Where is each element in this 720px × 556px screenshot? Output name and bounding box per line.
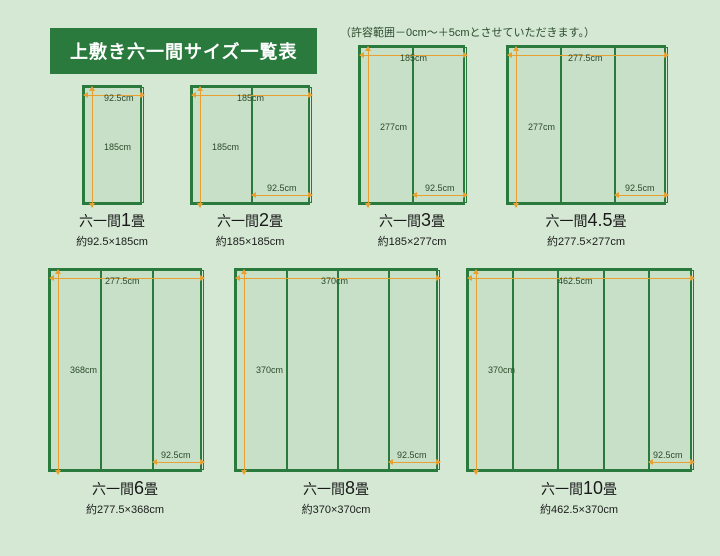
dimension-arrow: 277cm (516, 47, 517, 207)
mat-panel (413, 47, 467, 203)
dimension-arrow: 185cm (92, 87, 93, 207)
dimension-label: 92.5cm (625, 183, 655, 193)
dimension-arrow: 92.5cm (413, 195, 467, 196)
mat-caption-m8: 六一間8畳約370×370cm (234, 478, 438, 517)
dimension-label: 92.5cm (161, 450, 191, 460)
dimension-label: 370cm (321, 276, 348, 286)
dimension-arrow: 368cm (58, 270, 59, 474)
mat-size: 約185×277cm (350, 233, 474, 249)
dimension-arrow: 370cm (244, 270, 245, 474)
dimension-arrow: 92.5cm (649, 462, 694, 463)
mat-m10: 462.5cm370cm92.5cm (466, 268, 692, 472)
mat-panel (558, 270, 604, 470)
mat-panel (513, 270, 558, 470)
mat-caption-m10: 六一間10畳約462.5×370cm (466, 478, 692, 517)
dimension-label: 370cm (256, 365, 283, 375)
mat-size: 約92.5×185cm (62, 233, 162, 249)
mat-m6: 277.5cm368cm92.5cm (48, 268, 202, 472)
dimension-label: 277.5cm (105, 276, 140, 286)
dimension-arrow: 185cm (192, 95, 312, 96)
dimension-arrow: 92.5cm (84, 95, 144, 96)
dimension-label: 277.5cm (568, 53, 603, 63)
mat-name: 六一間1畳 (62, 210, 162, 231)
dimension-label: 92.5cm (267, 183, 297, 193)
mat-panel (101, 270, 153, 470)
mat-panel (604, 270, 649, 470)
mat-name: 六一間8畳 (234, 478, 438, 499)
mat-panel (153, 270, 204, 470)
dimension-arrow: 277.5cm (50, 278, 204, 279)
mat-panel (287, 270, 338, 470)
dimension-arrow: 370cm (236, 278, 440, 279)
mat-name: 六一間2畳 (190, 210, 310, 231)
dimension-arrow: 462.5cm (468, 278, 694, 279)
dimension-label: 92.5cm (653, 450, 683, 460)
dimension-label: 277cm (380, 122, 407, 132)
mat-panel (561, 47, 615, 203)
mat-panel (615, 47, 668, 203)
mat-size: 約277.5×277cm (506, 233, 666, 249)
dimension-label: 185cm (212, 142, 239, 152)
dimension-arrow: 92.5cm (153, 462, 204, 463)
dimension-arrow: 92.5cm (615, 195, 668, 196)
mat-name: 六一間6畳 (48, 478, 202, 499)
mat-panel (338, 270, 389, 470)
mat-panel (389, 270, 440, 470)
dimension-arrow: 185cm (360, 55, 467, 56)
mat-name: 六一間4.5畳 (506, 210, 666, 231)
mat-caption-m3: 六一間3畳約185×277cm (350, 210, 474, 249)
chart-title: 上敷き六一間サイズ一覧表 (50, 28, 317, 74)
mat-caption-m4: 六一間4.5畳約277.5×277cm (506, 210, 666, 249)
mat-size: 約277.5×368cm (48, 501, 202, 517)
dimension-arrow: 277.5cm (508, 55, 668, 56)
dimension-label: 185cm (400, 53, 427, 63)
mat-caption-m6: 六一間6畳約277.5×368cm (48, 478, 202, 517)
mat-size: 約462.5×370cm (466, 501, 692, 517)
dimension-label: 277cm (528, 122, 555, 132)
dimension-arrow: 92.5cm (252, 195, 312, 196)
dimension-label: 368cm (70, 365, 97, 375)
mat-size: 約185×185cm (190, 233, 310, 249)
mat-m3: 185cm277cm92.5cm (358, 45, 465, 205)
dimension-label: 92.5cm (425, 183, 455, 193)
dimension-label: 185cm (104, 142, 131, 152)
mat-m2: 185cm185cm92.5cm (190, 85, 310, 205)
dimension-arrow: 277cm (368, 47, 369, 207)
mat-name: 六一間3畳 (350, 210, 474, 231)
mat-m4: 277.5cm277cm92.5cm (506, 45, 666, 205)
dimension-label: 185cm (237, 93, 264, 103)
dimension-label: 92.5cm (104, 93, 134, 103)
tolerance-note: （許容範囲－0cm～＋5cmとさせていただきます。） (340, 24, 595, 40)
mat-size: 約370×370cm (234, 501, 438, 517)
dimension-label: 92.5cm (397, 450, 427, 460)
dimension-arrow: 185cm (200, 87, 201, 207)
dimension-arrow: 370cm (476, 270, 477, 474)
dimension-label: 370cm (488, 365, 515, 375)
dimension-arrow: 92.5cm (389, 462, 440, 463)
mat-m8: 370cm370cm92.5cm (234, 268, 438, 472)
mat-caption-m2: 六一間2畳約185×185cm (190, 210, 310, 249)
mat-caption-m1: 六一間1畳約92.5×185cm (62, 210, 162, 249)
dimension-label: 462.5cm (558, 276, 593, 286)
mat-name: 六一間10畳 (466, 478, 692, 499)
mat-m1: 92.5cm185cm (82, 85, 142, 205)
mat-panel (649, 270, 694, 470)
